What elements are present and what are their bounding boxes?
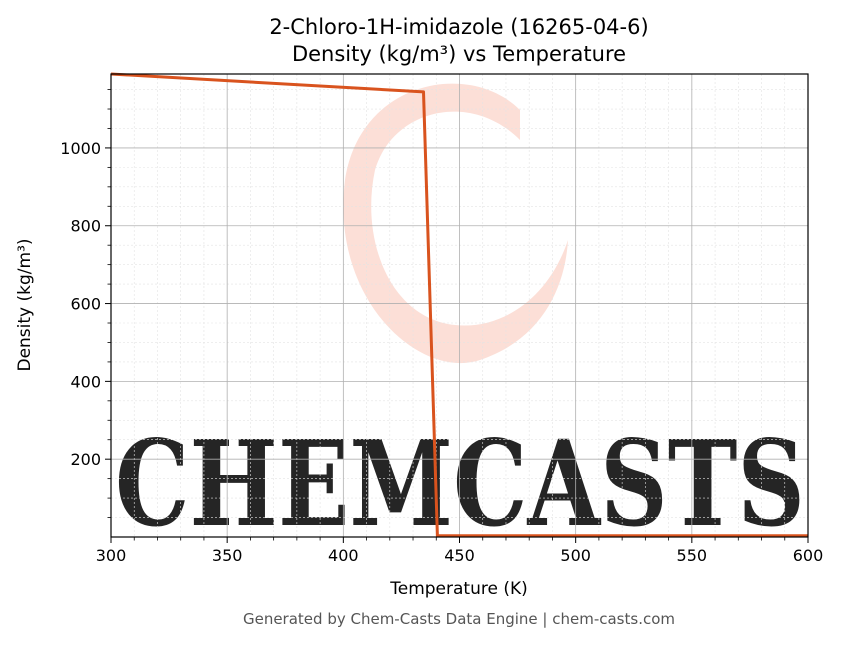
footer-credit: Generated by Chem-Casts Data Engine | ch…: [243, 610, 675, 628]
x-tick-label: 500: [560, 546, 591, 565]
y-tick-label: 1000: [60, 139, 101, 158]
chart-title-line1: 2-Chloro-1H-imidazole (16265-04-6): [269, 15, 648, 39]
series-layer: [110, 72, 808, 538]
x-tick-label: 350: [212, 546, 243, 565]
x-tick-label: 550: [677, 546, 708, 565]
x-tick-label: 400: [328, 546, 359, 565]
chart-title-line2: Density (kg/m³) vs Temperature: [292, 42, 626, 66]
y-tick-label: 400: [70, 372, 101, 391]
y-axis-label: Density (kg/m³): [15, 238, 35, 371]
x-axis-label: Temperature (K): [389, 579, 528, 599]
watermark-text: CHEMCASTS: [115, 414, 805, 553]
density-series-line: [110, 72, 808, 538]
x-tick-label: 300: [96, 546, 127, 565]
x-tick-label: 600: [793, 546, 824, 565]
y-tick-label: 600: [70, 295, 101, 314]
chemcasts-watermark: CHEMCASTS: [115, 83, 805, 553]
grid-layer: [110, 74, 809, 537]
x-tick-label: 450: [444, 546, 475, 565]
axis-layer: 300 350 400 450 500 550 600 200 400 600 800 1000: [60, 89, 824, 565]
y-tick-label: 800: [70, 217, 101, 236]
watermark-swoosh-logo: [343, 83, 568, 364]
y-tick-label: 200: [70, 450, 101, 469]
